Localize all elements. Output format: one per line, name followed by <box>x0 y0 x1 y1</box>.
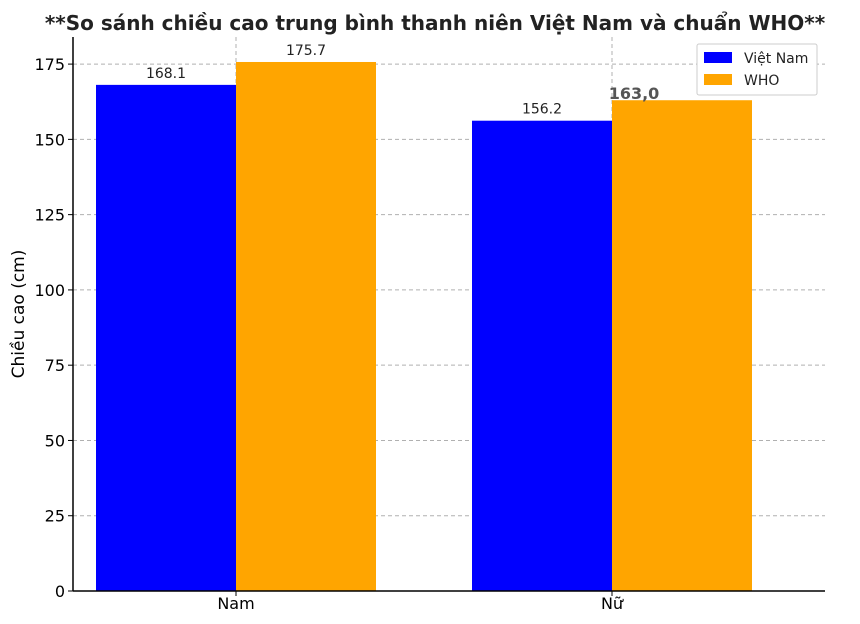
bars <box>96 61 752 591</box>
legend-label-who: WHO <box>744 73 779 89</box>
legend-swatch-viet-nam <box>704 52 732 63</box>
x-tick-label-nu: Nữ <box>601 594 624 613</box>
x-tick-label-nam: Nam <box>217 594 254 613</box>
legend-label-viet-nam: Việt Nam <box>744 51 808 67</box>
legend-swatch-who <box>704 74 732 85</box>
y-tick-label: 150 <box>34 130 65 149</box>
bar-viet-nam-nu <box>472 120 612 591</box>
data-label-who-nu: 163,0 <box>609 84 660 103</box>
y-tick-label: 50 <box>45 431 65 450</box>
data-label-viet-nam-nam: 168.1 <box>146 66 186 82</box>
data-labels: 168.1 175.7 156.2 163,0 <box>146 43 659 118</box>
x-axis-ticks: Nam Nữ <box>217 591 624 613</box>
y-tick-label: 75 <box>45 356 65 375</box>
bar-who-nu <box>612 100 752 591</box>
bar-viet-nam-nam <box>96 84 236 591</box>
legend: Việt Nam WHO <box>696 43 818 96</box>
y-tick-label: 0 <box>55 582 65 601</box>
y-tick-label: 125 <box>34 206 65 225</box>
data-label-viet-nam-nu: 156.2 <box>522 102 562 118</box>
y-axis-ticks: 0 25 50 75 100 125 150 175 <box>34 55 73 601</box>
bar-who-nam <box>236 61 376 591</box>
chart-title: **So sánh chiều cao trung bình thanh niê… <box>45 11 826 35</box>
y-tick-label: 175 <box>34 55 65 74</box>
y-tick-label: 100 <box>34 281 65 300</box>
data-label-who-nam: 175.7 <box>286 43 326 59</box>
y-axis-label: Chiều cao (cm) <box>8 250 29 379</box>
y-tick-label: 25 <box>45 507 65 526</box>
axes <box>72 37 825 592</box>
